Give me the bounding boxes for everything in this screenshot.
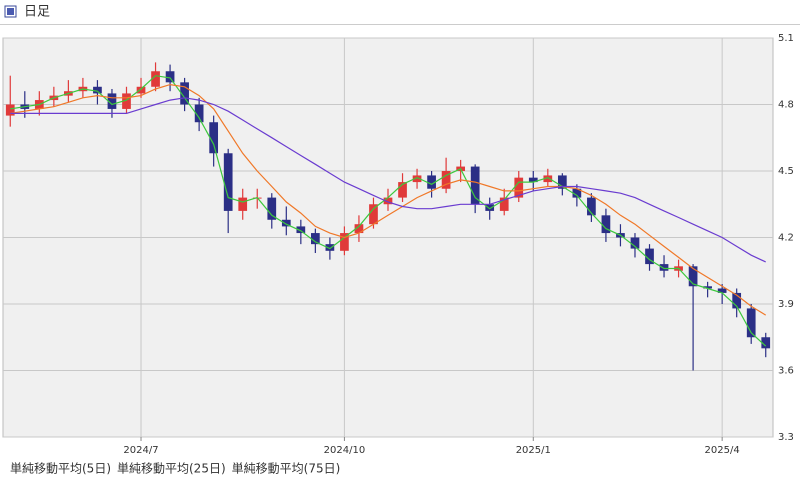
candle-body — [717, 288, 727, 293]
title-icon-inner — [7, 8, 14, 15]
candle-body — [107, 93, 117, 109]
candle-body — [470, 166, 480, 205]
candle-body — [630, 237, 640, 249]
candle-body — [238, 197, 248, 211]
candle-body — [761, 337, 771, 349]
candle-body — [746, 308, 756, 338]
legend-entry: 単純移動平均(25日) — [117, 462, 226, 476]
y-tick-label: 4.5 — [778, 166, 794, 177]
candle-body — [340, 233, 349, 251]
candle-body — [267, 197, 277, 220]
candle-body — [601, 215, 611, 234]
candle-body — [412, 175, 422, 183]
candle-body — [194, 104, 204, 123]
candle-body — [281, 219, 291, 227]
legend-entry: 単純移動平均(5日) — [10, 462, 111, 476]
ma-line — [10, 83, 767, 316]
candle-body — [514, 177, 524, 198]
candle-body — [5, 104, 15, 116]
ma-line — [10, 75, 767, 347]
candle-body — [543, 175, 553, 183]
candle-body — [383, 197, 393, 205]
candle-body — [485, 204, 495, 211]
candle-body — [659, 264, 669, 271]
y-tick-label: 3.9 — [778, 299, 794, 310]
candle-body — [223, 153, 233, 211]
candle-body — [528, 177, 538, 183]
y-tick-label: 3.6 — [778, 366, 794, 377]
candle-body — [557, 175, 567, 189]
candle-body — [499, 197, 509, 211]
candle-body — [296, 226, 306, 234]
candle-body — [441, 171, 451, 189]
candle-body — [311, 233, 320, 245]
ma-line — [10, 97, 766, 263]
x-tick-label: 2025/4 — [705, 445, 740, 456]
y-tick-label: 5.1 — [778, 33, 794, 44]
candle-body — [165, 71, 175, 83]
candle-body — [645, 248, 654, 265]
candle-body — [572, 188, 582, 198]
candle-body — [122, 93, 131, 109]
chart-title: 日足 — [24, 5, 50, 20]
x-tick-label: 2024/10 — [324, 445, 366, 456]
candle-body — [398, 182, 407, 198]
candle-body — [688, 266, 698, 287]
candle-body — [180, 82, 189, 105]
candle-body — [354, 224, 364, 234]
y-tick-label: 3.3 — [778, 432, 794, 443]
candle-body — [587, 197, 596, 216]
y-tick-label: 4.8 — [778, 100, 794, 111]
candle-body — [209, 122, 219, 154]
candle-body — [732, 292, 742, 309]
candle-body — [93, 86, 102, 94]
candle-body — [427, 175, 436, 189]
candle-body — [369, 204, 378, 225]
candle-body — [703, 286, 712, 289]
x-tick-label: 2024/7 — [123, 445, 158, 456]
x-tick-label: 2025/1 — [516, 445, 551, 456]
candle-body — [151, 71, 160, 87]
y-tick-label: 4.2 — [778, 233, 794, 244]
candle-body — [325, 244, 335, 251]
legend-entry: 単純移動平均(75日) — [232, 462, 341, 476]
candle-body — [136, 86, 146, 94]
